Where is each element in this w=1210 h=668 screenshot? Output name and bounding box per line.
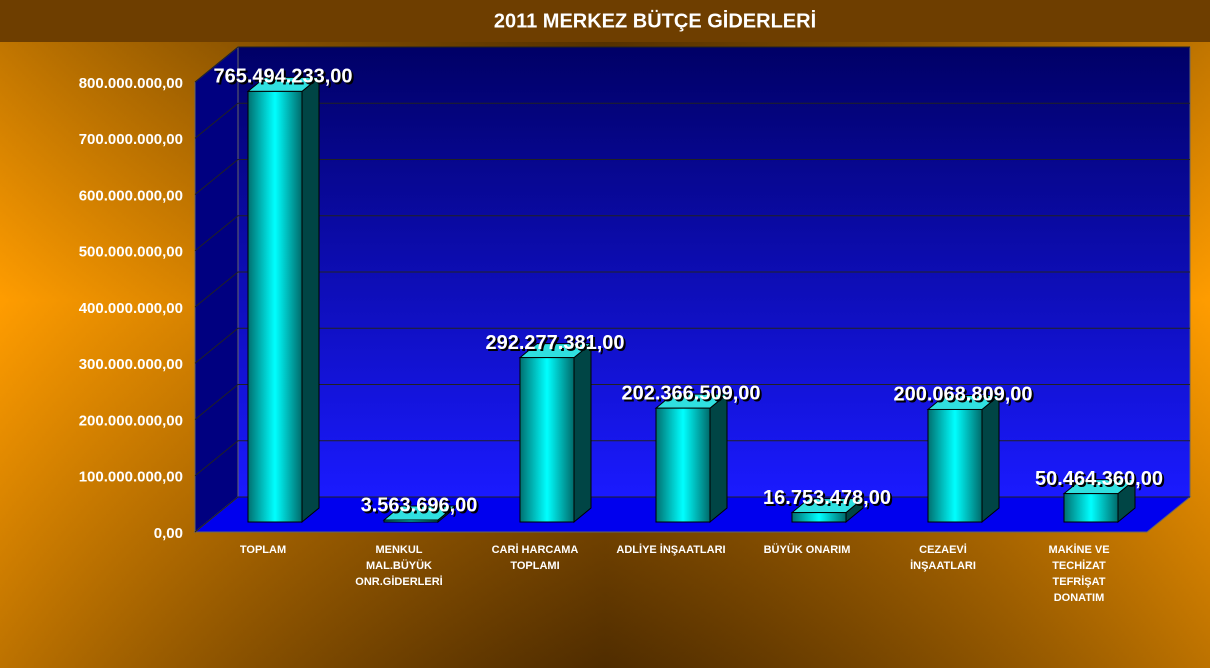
x-tick-label: TOPLAM [239,544,287,556]
bar-side [709,393,728,524]
value-label-shadow: 3.563.696,00 [363,496,480,518]
value-label: 292.277.381,00 [485,332,624,354]
bar [926,394,1001,524]
bar [790,497,865,524]
grid-line [194,215,1190,252]
bar-front [655,407,711,523]
bar [1062,478,1137,524]
bar-front [247,90,303,523]
grid-line [194,102,1190,139]
x-tick-label: ADLİYE İNŞAATLARI [616,544,726,556]
bar-front [519,357,575,523]
value-label-shadow: 50.464.360,00 [1037,470,1165,492]
x-tick-label: CARİ HARCAMA TOPLAMI [491,544,579,572]
grid-line [194,327,1190,364]
bar-front [383,519,439,523]
y-tick-label: 300.000.000,00 [79,356,183,373]
bar [518,342,593,524]
bar [654,393,729,524]
x-tick-label: CEZAEVİ İNŞAATLARI [910,544,976,572]
value-label: 202.366.509,00 [621,382,760,404]
x-tick-label: MENKUL MAL.BÜYÜK ONR.GİDERLERİ [355,544,443,588]
y-tick-label: 200.000.000,00 [79,412,183,429]
value-label: 200.068.809,00 [893,384,1032,406]
value-label: 3.563.696,00 [361,494,478,516]
grid-line [194,384,1190,420]
grid-line [194,440,1190,477]
value-label-shadow: 16.753.478,00 [765,489,893,511]
bar-side [573,342,592,524]
grid-line [194,46,1190,83]
bar-front [927,408,983,523]
bar [246,76,321,524]
value-label: 50.464.360,00 [1035,468,1163,490]
value-label-shadow: 292.277.381,00 [487,334,626,356]
title-bar [0,0,1210,42]
y-tick-label: 600.000.000,00 [79,187,183,204]
grid-line [194,159,1190,195]
value-label-shadow: 202.366.509,00 [623,384,762,406]
y-tick-label: 100.000.000,00 [79,469,183,486]
grid-line [194,496,1190,533]
value-label: 16.753.478,00 [763,487,891,509]
value-label-shadow: 200.068.809,00 [895,386,1034,408]
y-tick-label: 800.000.000,00 [79,75,183,92]
y-tick-label: 700.000.000,00 [79,131,183,148]
chart-title: 2011 MERKEZ BÜTÇE GİDERLERİ [494,9,816,32]
bar [382,504,457,524]
bar-side [301,76,320,524]
value-label-shadow: 765.494.233,00 [215,68,354,90]
grid-line [194,271,1190,308]
x-tick-label: MAKİNE VE TECHİZAT TEFRİŞAT DONATIM [1048,544,1110,604]
y-tick-label: 400.000.000,00 [79,300,183,317]
bar-side [981,394,1000,524]
x-tick-label: BÜYÜK ONARIM [763,544,851,556]
y-tick-label: 500.000.000,00 [79,244,183,261]
bar-front [791,512,847,523]
value-label: 765.494.233,00 [213,66,352,88]
bar-front [1063,493,1119,523]
y-tick-label: 0,00 [154,525,183,542]
